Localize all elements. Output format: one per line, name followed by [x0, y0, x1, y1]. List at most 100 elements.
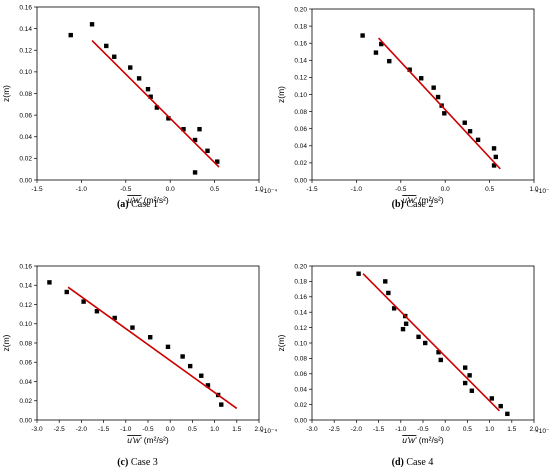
x-tick-label: 1.0	[529, 186, 538, 193]
data-point	[205, 148, 210, 154]
x-tick-label: -1.5	[31, 186, 43, 193]
y-tick-label: 0.04	[19, 134, 32, 141]
data-point	[187, 363, 193, 369]
x-tick-label: -0.5	[120, 186, 132, 193]
x-tick-label: -2.0	[76, 426, 88, 433]
y-tick-label: 0.16	[19, 263, 32, 270]
chart-panel-case-1: -1.5 -1.0 -0.5 0.0 0.5 1.0 0.00 0.02 0.04 0.06 0.0…	[1, 4, 277, 205]
x-axis-label: u'w' (m²/s²)	[127, 195, 169, 205]
y-tick-label: 0.02	[19, 398, 32, 405]
data-point	[438, 357, 443, 363]
y-tick-label: 0.00	[294, 417, 307, 424]
data-point	[423, 340, 428, 346]
caption-text: Case 1	[131, 199, 159, 210]
data-point	[462, 380, 468, 386]
data-point	[165, 344, 171, 350]
x-axis-label: u'w' (m²/s²)	[402, 195, 444, 205]
fit-line	[67, 286, 238, 410]
x-tick-label: -1.5	[98, 426, 110, 433]
x-axis-label-quantity: u'w'	[127, 195, 141, 205]
y-tick-label: 0.06	[294, 126, 307, 133]
x-tick-label: -1.5	[373, 426, 385, 433]
y-tick-label: 0.02	[294, 160, 307, 167]
chart-panel-case-2: -1.5 -1.0 -0.5 0.0 0.5 1.0 0.00 0.02 0.04 0.06 0.0…	[276, 6, 550, 205]
data-point	[112, 54, 117, 59]
data-point	[148, 335, 153, 340]
data-point	[469, 388, 475, 393]
x-tick-label: -1.0	[395, 426, 407, 433]
data-point	[154, 105, 160, 110]
data-point	[192, 137, 198, 143]
y-tick-label: 0.16	[294, 294, 307, 301]
x-tick-label: -0.5	[395, 186, 407, 193]
x-tick-label: 1.5	[507, 426, 516, 433]
x-tick-label: -3.0	[31, 426, 43, 433]
data-point	[383, 279, 388, 284]
y-tick-label: 0.02	[19, 156, 32, 163]
caption-case-3: (c) Case 3	[0, 457, 275, 468]
y-tick-label: 0.06	[294, 371, 307, 378]
data-point	[475, 137, 481, 143]
x-tick-label: 1.0	[210, 426, 219, 433]
y-tick-label: 0.04	[294, 387, 307, 394]
data-point	[180, 354, 185, 359]
data-point	[436, 350, 441, 355]
y-tick-label: 0.16	[19, 4, 32, 11]
x-axis-label-quantity: u'w'	[127, 435, 141, 445]
data-point	[391, 306, 397, 311]
fit-line	[91, 39, 220, 168]
x-tick-label: 0.5	[485, 186, 494, 193]
data-point	[416, 334, 421, 340]
data-point	[89, 22, 95, 27]
data-point	[68, 32, 73, 38]
y-tick-label: 0.12	[19, 48, 32, 55]
caption-text: Case 3	[130, 457, 158, 468]
y-tick-label: 0.00	[19, 417, 32, 424]
y-tick-label: 0.12	[294, 325, 307, 332]
data-point	[379, 41, 384, 47]
x-tick-label: 1.5	[232, 426, 241, 433]
y-tick-label: 0.16	[294, 41, 307, 48]
x-tick-label: -2.5	[54, 426, 66, 433]
y-axis-label: z(m)	[1, 334, 11, 351]
data-point	[181, 126, 186, 132]
x-tick-label: -1.0	[76, 186, 88, 193]
y-tick-label: 0.06	[19, 360, 32, 367]
data-point	[219, 402, 224, 407]
data-point	[192, 170, 198, 175]
data-point	[197, 126, 202, 132]
x-axis-exponent: ×10⁻⁴	[535, 188, 550, 195]
x-tick-label: 0.0	[441, 186, 450, 193]
y-tick-label: 0.02	[294, 402, 307, 409]
caption-case-4: (d) Case 4	[275, 457, 550, 468]
chart-panel-case-3: -3.0 -2.5 -2.0 -1.5 -1.0 -0.5 0.0 0.5 1.0 1.5 2.0 0…	[1, 263, 277, 445]
fit-line	[362, 273, 500, 412]
data-point	[81, 299, 86, 304]
y-tick-label: 0.18	[294, 279, 307, 286]
x-tick-label: -0.5	[417, 426, 429, 433]
y-axis-label: z(m)	[276, 334, 286, 351]
fit-line	[378, 37, 501, 170]
data-point	[493, 154, 499, 160]
x-axis-label-quantity: u'w'	[402, 435, 416, 445]
data-point	[148, 94, 153, 99]
y-tick-label: 0.00	[294, 177, 307, 184]
x-axis-label-quantity: u'w'	[402, 195, 416, 205]
x-axis-label: u'w' (m²/s²)	[402, 435, 444, 445]
chart-panel-case-4: -3.0 -2.5 -2.0 -1.5 -1.0 -0.5 0.0 0.5 1.0 1.5 2.0 0…	[276, 263, 550, 445]
data-point	[491, 146, 497, 151]
y-tick-label: 0.08	[19, 91, 32, 98]
data-point	[467, 373, 472, 378]
x-axis-label-unit: (m²/s²)	[141, 195, 169, 205]
data-point	[373, 50, 379, 55]
data-point	[64, 289, 69, 295]
data-point	[112, 315, 117, 321]
y-tick-label: 0.14	[19, 26, 32, 33]
data-point	[387, 58, 392, 64]
data-point	[498, 403, 503, 409]
data-point	[199, 373, 204, 378]
data-point	[435, 94, 441, 100]
data-point	[205, 383, 211, 388]
data-point	[136, 76, 142, 81]
data-point	[104, 43, 109, 49]
